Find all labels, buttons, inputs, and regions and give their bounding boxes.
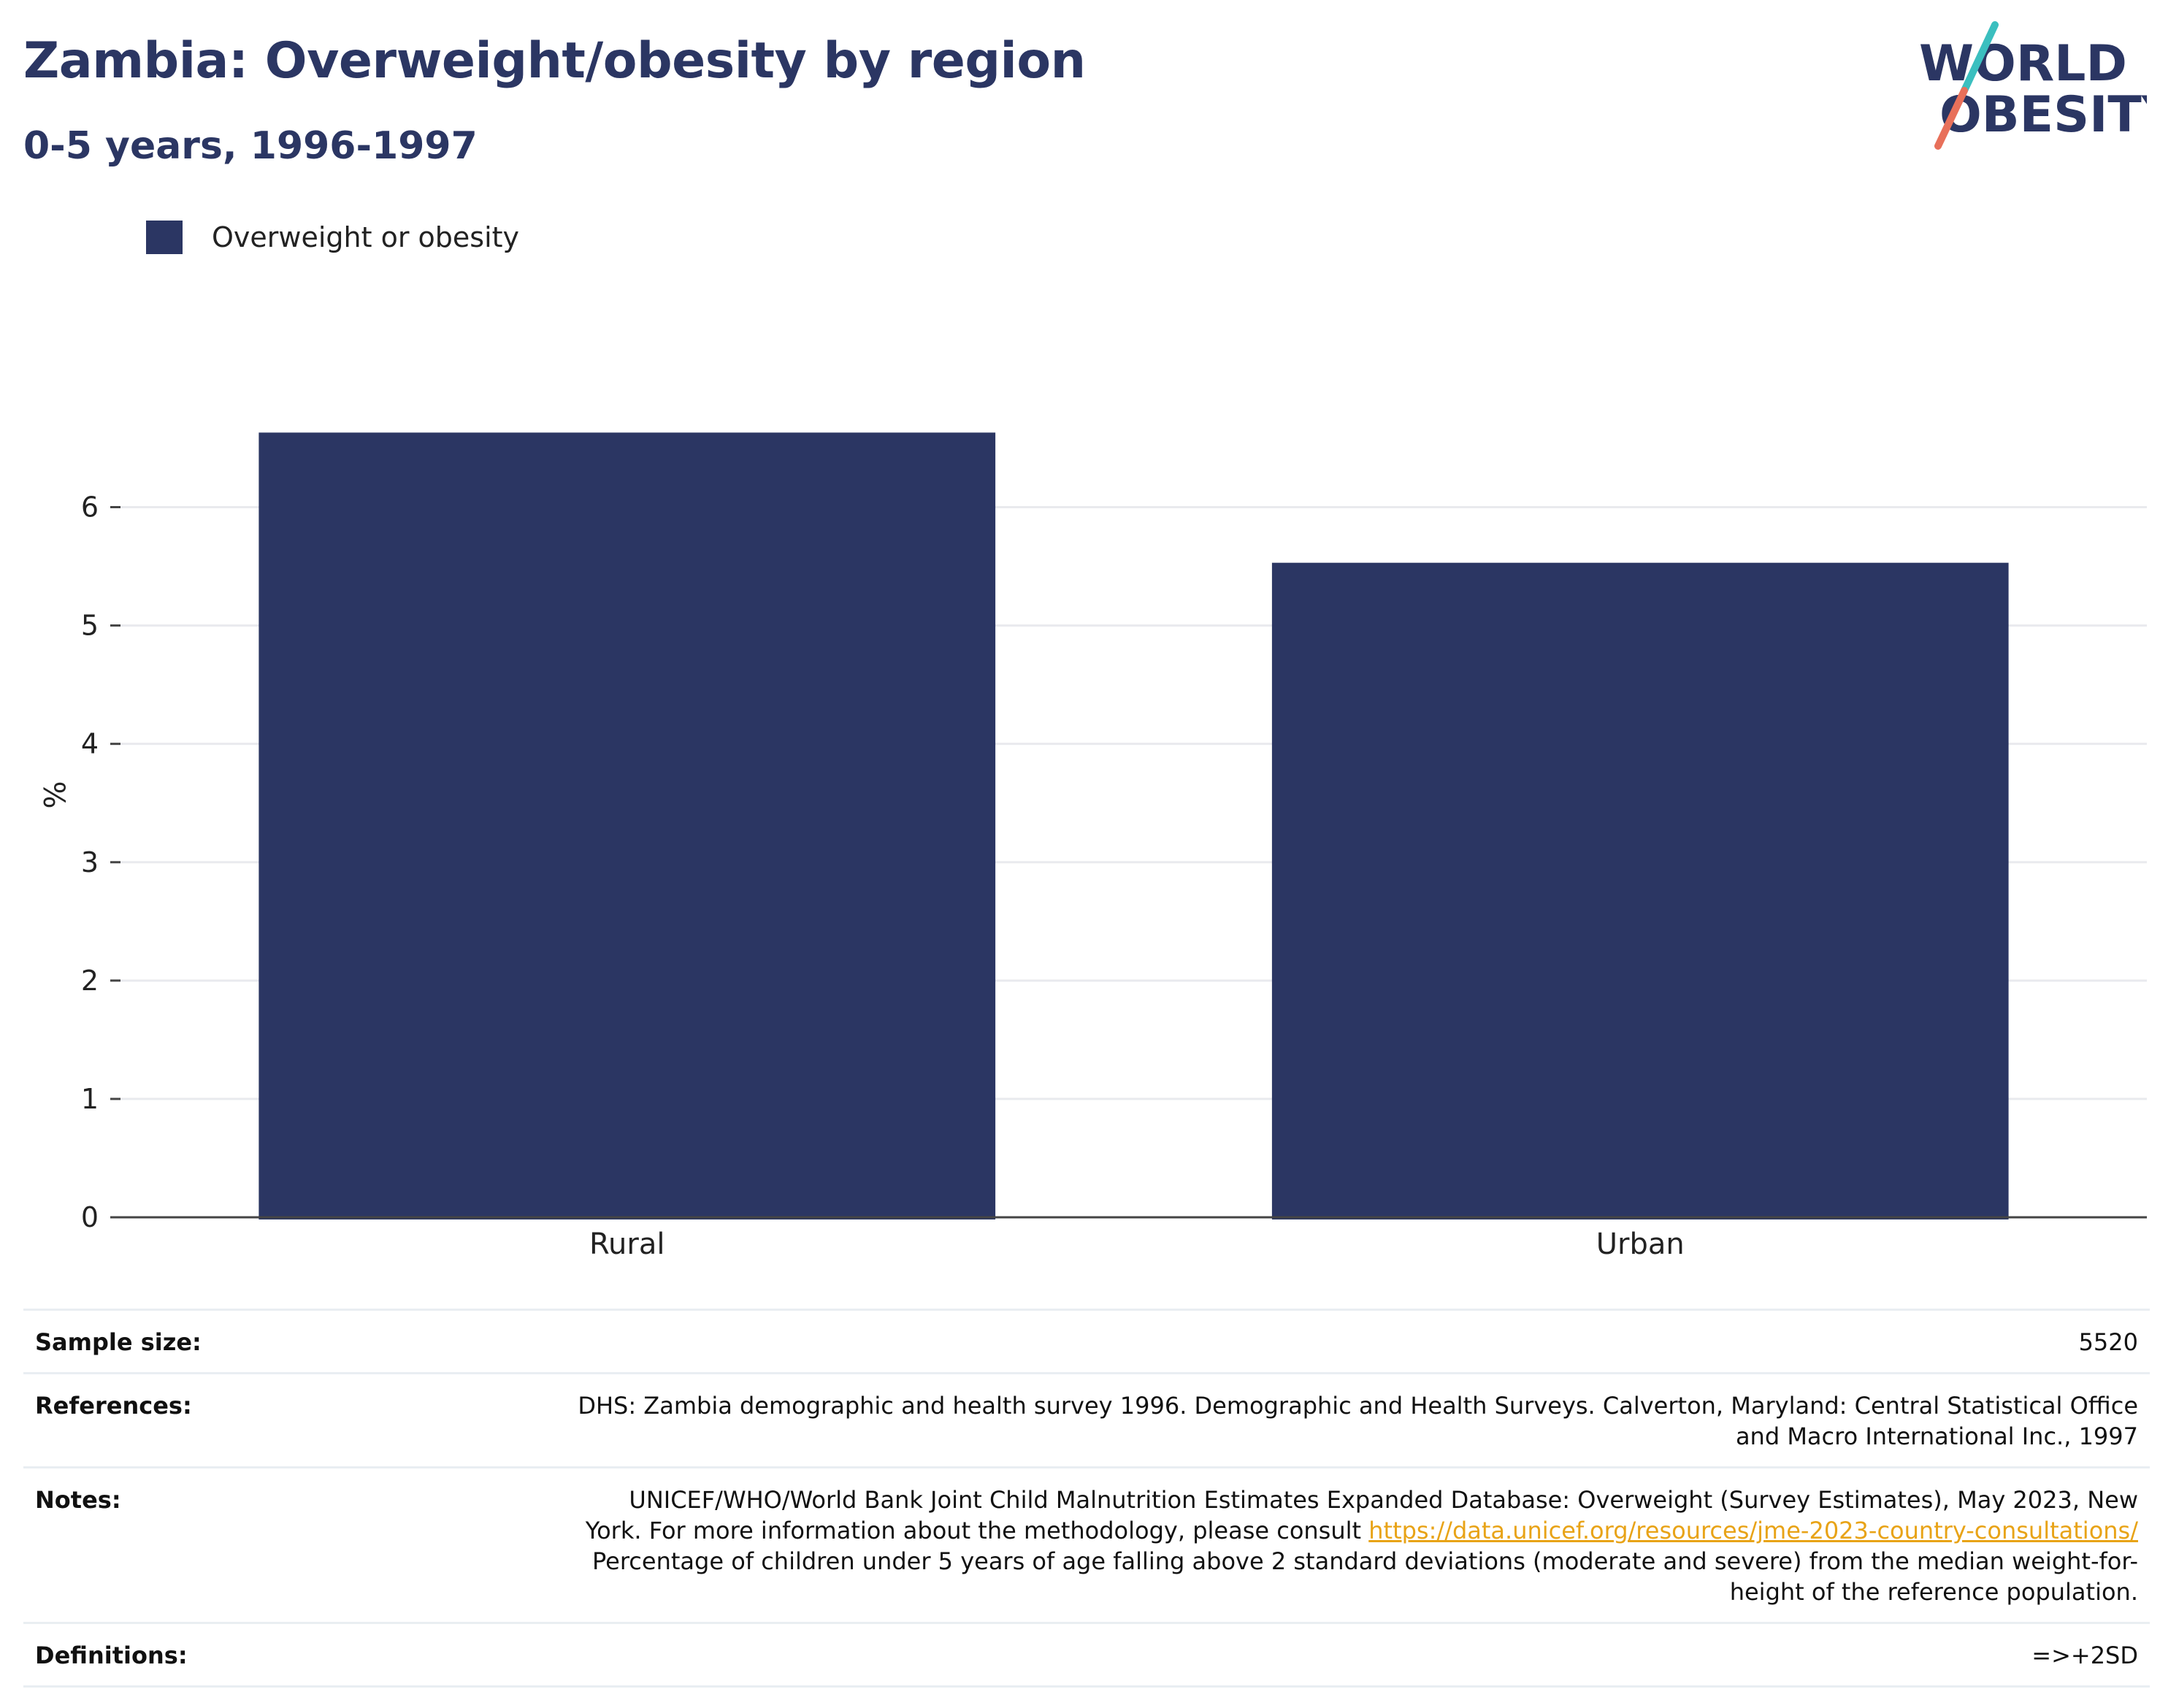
notes-line-2-text: York. For more information about the met… [585,1517,1369,1544]
world-obesity-logo-icon: WORLD OBESITY [1919,21,2147,150]
y-tick-label-0: 0 [81,1201,99,1233]
sample-size-value: 5520 [2078,1328,2138,1356]
notes-value: UNICEF/WHO/World Bank Joint Child Malnut… [473,1485,2138,1607]
y-tick-label-2: 2 [81,965,99,997]
definitions-label: Definitions: [35,1642,188,1669]
sample-size-label: Sample size: [35,1328,202,1356]
notes-line-2: York. For more information about the met… [473,1515,2138,1546]
logo-word-obesity: OBESITY [1939,86,2147,144]
references-value: DHS: Zambia demographic and health surve… [473,1390,2138,1452]
references-line-2: and Macro International Inc., 1997 [1735,1422,2138,1450]
logo-slash-bottom [1934,87,1968,150]
y-tick-label-5: 5 [81,610,99,642]
logo-slash-top [1961,21,1999,94]
y-tick-label-3: 3 [81,846,99,878]
references-label: References: [35,1392,192,1420]
notes-line-4: height of the reference population. [1729,1578,2138,1606]
logo-word-world: WORLD [1919,35,2127,93]
y-axis-title: % [37,781,70,808]
legend[interactable]: Overweight or obesity [146,219,519,256]
bar-rural [258,432,996,1220]
methodology-link[interactable]: https://data.unicef.org/resources/jme-20… [1368,1517,2138,1544]
references-line-1: DHS: Zambia demographic and health surve… [578,1392,2138,1420]
references-row: References: DHS: Zambia demographic and … [23,1374,2150,1468]
world-obesity-logo: WORLD OBESITY [1906,20,2147,159]
notes-label: Notes: [35,1486,121,1514]
legend-label: Overweight or obesity [212,221,520,253]
notes-line-3: Percentage of children under 5 years of … [592,1547,2138,1575]
y-tick-label-1: 1 [81,1083,99,1115]
sample-size-row: Sample size: 5520 [23,1311,2150,1374]
x-tick-label-rural: Rural [589,1228,665,1261]
y-tick-label-4: 4 [81,728,99,760]
y-tick-label-6: 6 [81,491,99,524]
bar-urban [1271,562,2009,1219]
notes-line-1: UNICEF/WHO/World Bank Joint Child Malnut… [629,1486,2138,1514]
bar-chart: 0 1 2 3 4 5 6 Rural Urban% [37,432,2147,1261]
legend-swatch [146,221,183,254]
info-table: Sample size: 5520 References: DHS: Zambi… [23,1309,2150,1688]
notes-row: Notes: UNICEF/WHO/World Bank Joint Child… [23,1468,2150,1624]
x-tick-label-urban: Urban [1596,1228,1685,1261]
definitions-value: =>+2SD [2031,1642,2138,1669]
definitions-row: Definitions: =>+2SD [23,1624,2150,1688]
chart-subtitle: 0-5 years, 1996-1997 [23,124,478,168]
chart-title: Zambia: Overweight/obesity by region [23,32,1086,90]
